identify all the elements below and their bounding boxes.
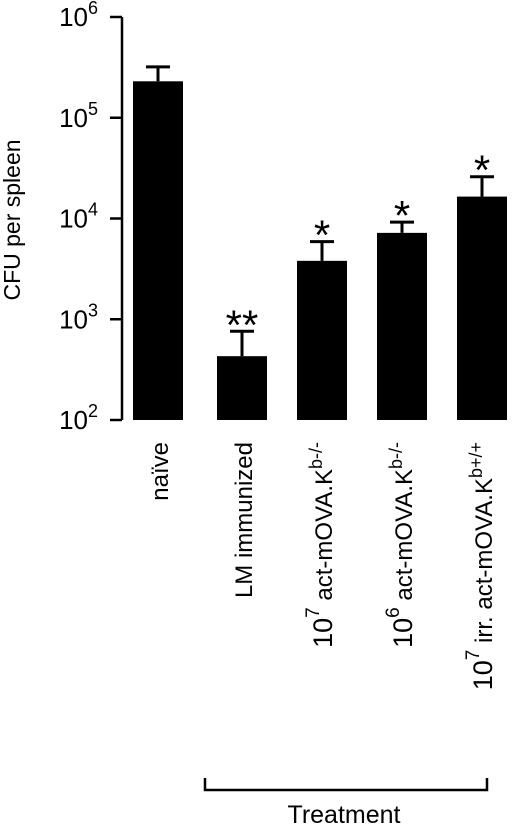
y-tick-label: 102 — [59, 401, 98, 435]
bar — [457, 196, 507, 420]
category-labels: naïve LM immunized 107 act-mOVA.Kb-/- 106 a… — [147, 442, 498, 690]
significance-mark: ** — [226, 301, 259, 348]
y-axis-label: CFU per spleen — [0, 139, 25, 300]
significance-mark: * — [314, 212, 330, 259]
y-axis: 102 103 104 105 106 — [59, 0, 124, 435]
bar — [377, 232, 427, 420]
x-axis-label: Treatment — [287, 801, 400, 829]
category-label: LM immunized — [231, 442, 258, 598]
y-tick-label: 106 — [59, 0, 98, 32]
category-label: 107 irr. act-mOVA.Kb+/+ — [463, 442, 498, 690]
treatment-bracket — [203, 778, 489, 792]
y-tick-label: 103 — [59, 300, 98, 334]
significance-mark: * — [394, 192, 410, 239]
bar — [133, 81, 183, 421]
bar — [297, 260, 347, 420]
y-tick-label: 104 — [59, 200, 98, 234]
significance-mark: * — [474, 147, 490, 194]
category-label: 106 act-mOVA.Kb-/- — [383, 442, 418, 648]
category-label: naïve — [147, 442, 174, 501]
category-label: 107 act-mOVA.Kb-/- — [303, 442, 338, 648]
bar — [217, 356, 267, 420]
bars: *** ** — [133, 65, 507, 421]
y-tick-label: 105 — [59, 99, 98, 133]
